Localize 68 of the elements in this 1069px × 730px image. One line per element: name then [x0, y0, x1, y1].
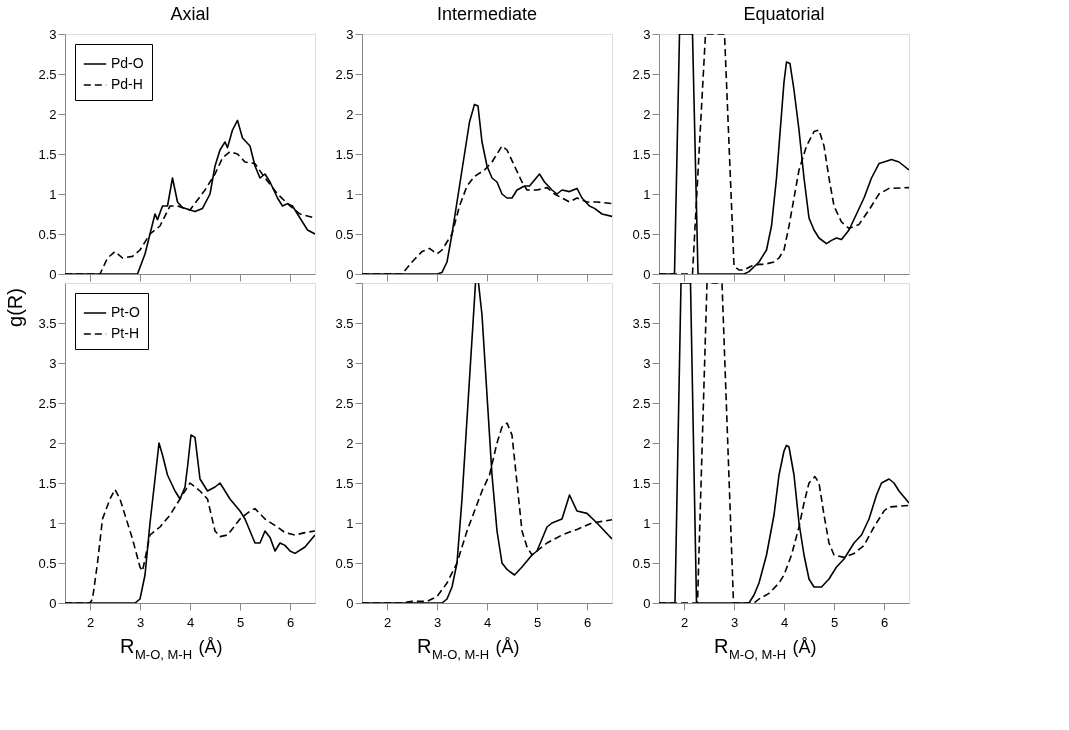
y-tick-label: 3.5	[38, 315, 57, 331]
y-tick-label: 0.5	[38, 555, 57, 571]
x-tick-label: 4	[483, 614, 492, 630]
y-tick-label: 1	[49, 515, 57, 531]
y-tick-label: 0	[643, 595, 651, 611]
y-tick-label: 3	[49, 355, 57, 371]
y-tick-label: 3	[643, 26, 651, 42]
y-tick-label: 0.5	[335, 226, 354, 242]
y-tick-label: 0.5	[632, 555, 651, 571]
x-tick-label: 3	[136, 614, 145, 630]
y-tick-label: 1.5	[632, 475, 651, 491]
y-tick-label: 1	[346, 186, 354, 202]
x-tick-label: 3	[730, 614, 739, 630]
legend-label: Pd-O	[111, 55, 144, 71]
y-tick-label: 1.5	[335, 146, 354, 162]
y-tick-label: 1	[643, 186, 651, 202]
y-tick-label: 2.5	[335, 66, 354, 82]
y-tick-label: 2.5	[38, 66, 57, 82]
y-tick-label: 1	[643, 515, 651, 531]
x-tick-label: 3	[433, 614, 442, 630]
y-tick-label: 1.5	[38, 146, 57, 162]
x-tick-label: 6	[583, 614, 592, 630]
y-tick-label: 3	[346, 26, 354, 42]
x-tick-label: 5	[533, 614, 542, 630]
y-tick-label: 0.5	[38, 226, 57, 242]
x-tick-label: 6	[286, 614, 295, 630]
y-tick-label: 0	[346, 266, 354, 282]
y-tick-label: 0.5	[632, 226, 651, 242]
chart-title: Axial	[170, 4, 210, 24]
y-tick-label: 2.5	[632, 66, 651, 82]
x-tick-label: 2	[383, 614, 392, 630]
y-tick-label: 2	[643, 106, 651, 122]
y-tick-label: 1.5	[335, 475, 354, 491]
y-tick-label: 1.5	[632, 146, 651, 162]
x-tick-label: 5	[236, 614, 245, 630]
y-tick-label: 2	[49, 435, 57, 451]
y-tick-label: 2	[346, 106, 354, 122]
y-tick-label: 2	[643, 435, 651, 451]
y-tick-label: 2.5	[335, 395, 354, 411]
y-tick-label: 1	[346, 515, 354, 531]
y-tick-label: 3	[643, 355, 651, 371]
x-tick-label: 4	[780, 614, 789, 630]
y-tick-label: 3.5	[335, 315, 354, 331]
y-axis-title: g(R)	[4, 288, 27, 327]
x-tick-label: 6	[880, 614, 889, 630]
y-tick-label: 2	[49, 106, 57, 122]
y-tick-label: 0.5	[335, 555, 354, 571]
y-tick-label: 1	[49, 186, 57, 202]
legend-label: Pd-H	[111, 76, 143, 92]
x-tick-label: 4	[186, 614, 195, 630]
y-tick-label: 0	[49, 595, 57, 611]
x-tick-label: 2	[680, 614, 689, 630]
y-tick-label: 2.5	[632, 395, 651, 411]
chart-title: Equatorial	[743, 4, 825, 24]
y-tick-label: 2	[346, 435, 354, 451]
y-tick-label: 0	[643, 266, 651, 282]
y-tick-label: 1.5	[38, 475, 57, 491]
y-tick-label: 0	[49, 266, 57, 282]
y-tick-label: 3	[346, 355, 354, 371]
x-tick-label: 2	[86, 614, 95, 630]
y-tick-label: 2.5	[38, 395, 57, 411]
legend-label: Pt-H	[111, 325, 139, 341]
chart-title: Intermediate	[436, 4, 538, 24]
legend-label: Pt-O	[111, 304, 140, 320]
y-tick-label: 3.5	[632, 315, 651, 331]
y-tick-label: 0	[346, 595, 354, 611]
x-tick-label: 5	[830, 614, 839, 630]
y-tick-label: 3	[49, 26, 57, 42]
